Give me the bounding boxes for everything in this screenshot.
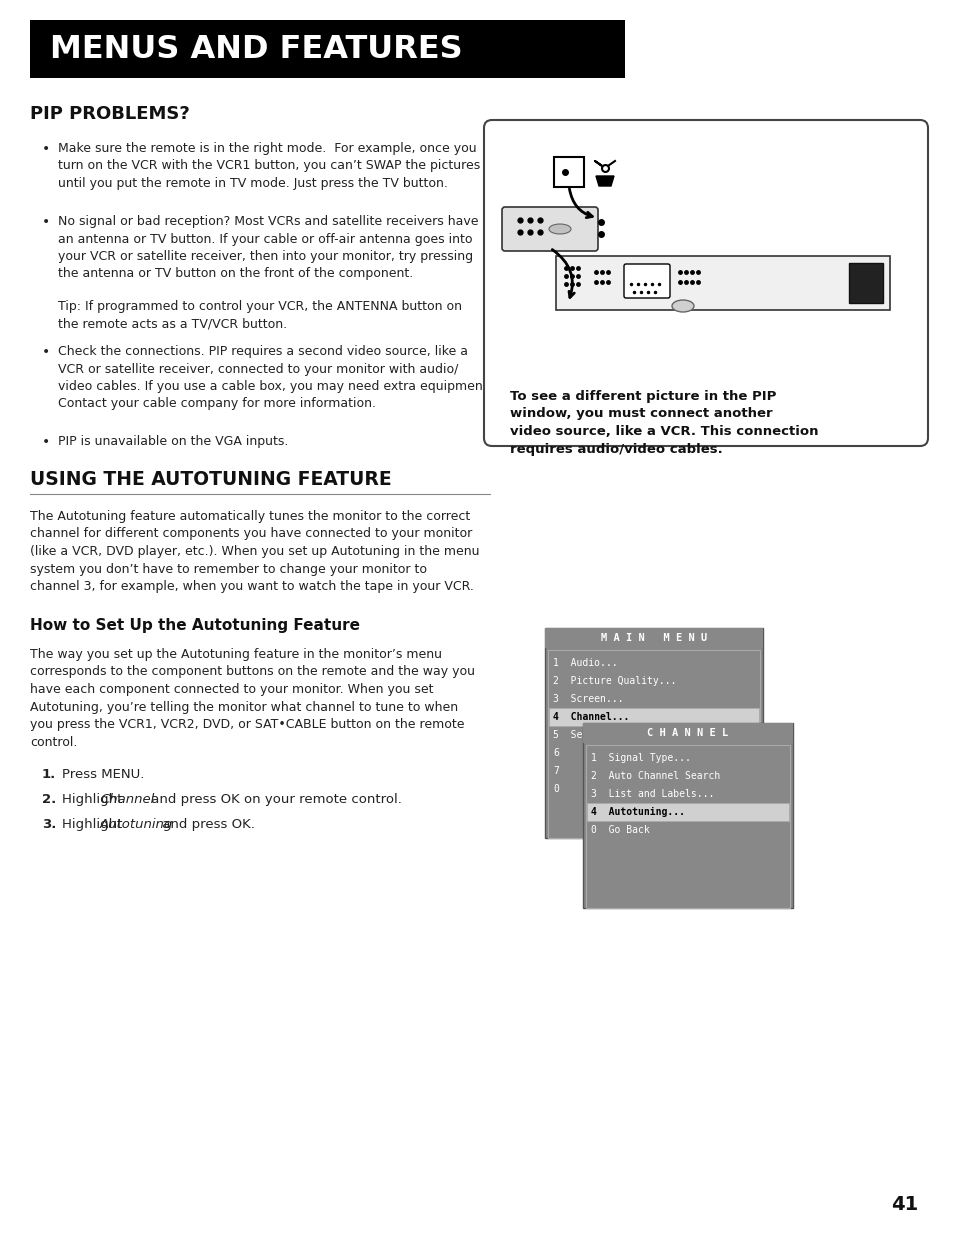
Text: Tip: If programmed to control your VCR, the ANTENNA button on
the remote acts as: Tip: If programmed to control your VCR, … <box>58 300 461 331</box>
FancyBboxPatch shape <box>848 263 882 303</box>
Text: 4  Channel...: 4 Channel... <box>553 713 629 722</box>
Text: M A I N   M E N U: M A I N M E N U <box>600 634 706 643</box>
Text: To see a different picture in the PIP
window, you must connect another
video sou: To see a different picture in the PIP wi… <box>510 390 818 456</box>
FancyBboxPatch shape <box>483 120 927 446</box>
FancyBboxPatch shape <box>586 803 788 821</box>
Text: 3  List and Labels...: 3 List and Labels... <box>590 789 714 799</box>
FancyBboxPatch shape <box>501 207 598 251</box>
Text: 6: 6 <box>553 748 558 758</box>
FancyBboxPatch shape <box>547 650 760 839</box>
Text: The way you set up the Autotuning feature in the monitor’s menu
corresponds to t: The way you set up the Autotuning featur… <box>30 648 475 748</box>
Text: PIP is unavailable on the VGA inputs.: PIP is unavailable on the VGA inputs. <box>58 435 288 448</box>
Text: 0: 0 <box>553 784 558 794</box>
Text: Channel: Channel <box>100 793 154 806</box>
Text: 2  Auto Channel Search: 2 Auto Channel Search <box>590 771 720 781</box>
Text: 4  Autotuning...: 4 Autotuning... <box>590 806 684 818</box>
Text: and press OK on your remote control.: and press OK on your remote control. <box>147 793 401 806</box>
Text: •: • <box>42 345 51 359</box>
Text: 5  Set Time...: 5 Set Time... <box>553 730 635 740</box>
Text: USING THE AUTOTUNING FEATURE: USING THE AUTOTUNING FEATURE <box>30 471 392 489</box>
FancyBboxPatch shape <box>554 157 583 186</box>
Text: 2.: 2. <box>42 793 56 806</box>
Text: 2  Picture Quality...: 2 Picture Quality... <box>553 676 676 685</box>
Text: and press OK.: and press OK. <box>158 818 254 831</box>
Text: •: • <box>42 215 51 228</box>
Text: •: • <box>42 142 51 156</box>
Text: 3.: 3. <box>42 818 56 831</box>
FancyBboxPatch shape <box>30 20 624 78</box>
FancyBboxPatch shape <box>544 629 762 839</box>
Text: Make sure the remote is in the right mode.  For example, once you
turn on the VC: Make sure the remote is in the right mod… <box>58 142 479 190</box>
FancyBboxPatch shape <box>582 722 792 743</box>
Text: C H A N N E L: C H A N N E L <box>647 727 728 739</box>
Text: 41: 41 <box>890 1195 918 1214</box>
Ellipse shape <box>548 224 571 233</box>
Text: Press MENU.: Press MENU. <box>62 768 144 781</box>
Text: 3  Screen...: 3 Screen... <box>553 694 623 704</box>
Text: Autotuning: Autotuning <box>100 818 173 831</box>
Text: 0  Go Back: 0 Go Back <box>590 825 649 835</box>
FancyBboxPatch shape <box>548 708 759 726</box>
Text: Check the connections. PIP requires a second video source, like a
VCR or satelli: Check the connections. PIP requires a se… <box>58 345 491 410</box>
Text: How to Set Up the Autotuning Feature: How to Set Up the Autotuning Feature <box>30 618 359 634</box>
Text: 1  Signal Type...: 1 Signal Type... <box>590 753 690 763</box>
Text: Highlight: Highlight <box>62 793 127 806</box>
Text: 7: 7 <box>553 766 558 776</box>
Text: No signal or bad reception? Most VCRs and satellite receivers have
an antenna or: No signal or bad reception? Most VCRs an… <box>58 215 478 280</box>
Text: MENUS AND FEATURES: MENUS AND FEATURES <box>50 33 462 64</box>
FancyBboxPatch shape <box>582 722 792 908</box>
Polygon shape <box>596 177 614 186</box>
FancyBboxPatch shape <box>544 629 762 648</box>
Text: 1  Audio...: 1 Audio... <box>553 658 617 668</box>
Text: Highlight: Highlight <box>62 818 127 831</box>
Ellipse shape <box>671 300 693 312</box>
FancyBboxPatch shape <box>556 256 889 310</box>
Text: The Autotuning feature automatically tunes the monitor to the correct
channel fo: The Autotuning feature automatically tun… <box>30 510 479 593</box>
Text: PIP PROBLEMS?: PIP PROBLEMS? <box>30 105 190 124</box>
FancyBboxPatch shape <box>623 264 669 298</box>
FancyBboxPatch shape <box>585 745 789 908</box>
Text: 1.: 1. <box>42 768 56 781</box>
Text: •: • <box>42 435 51 450</box>
